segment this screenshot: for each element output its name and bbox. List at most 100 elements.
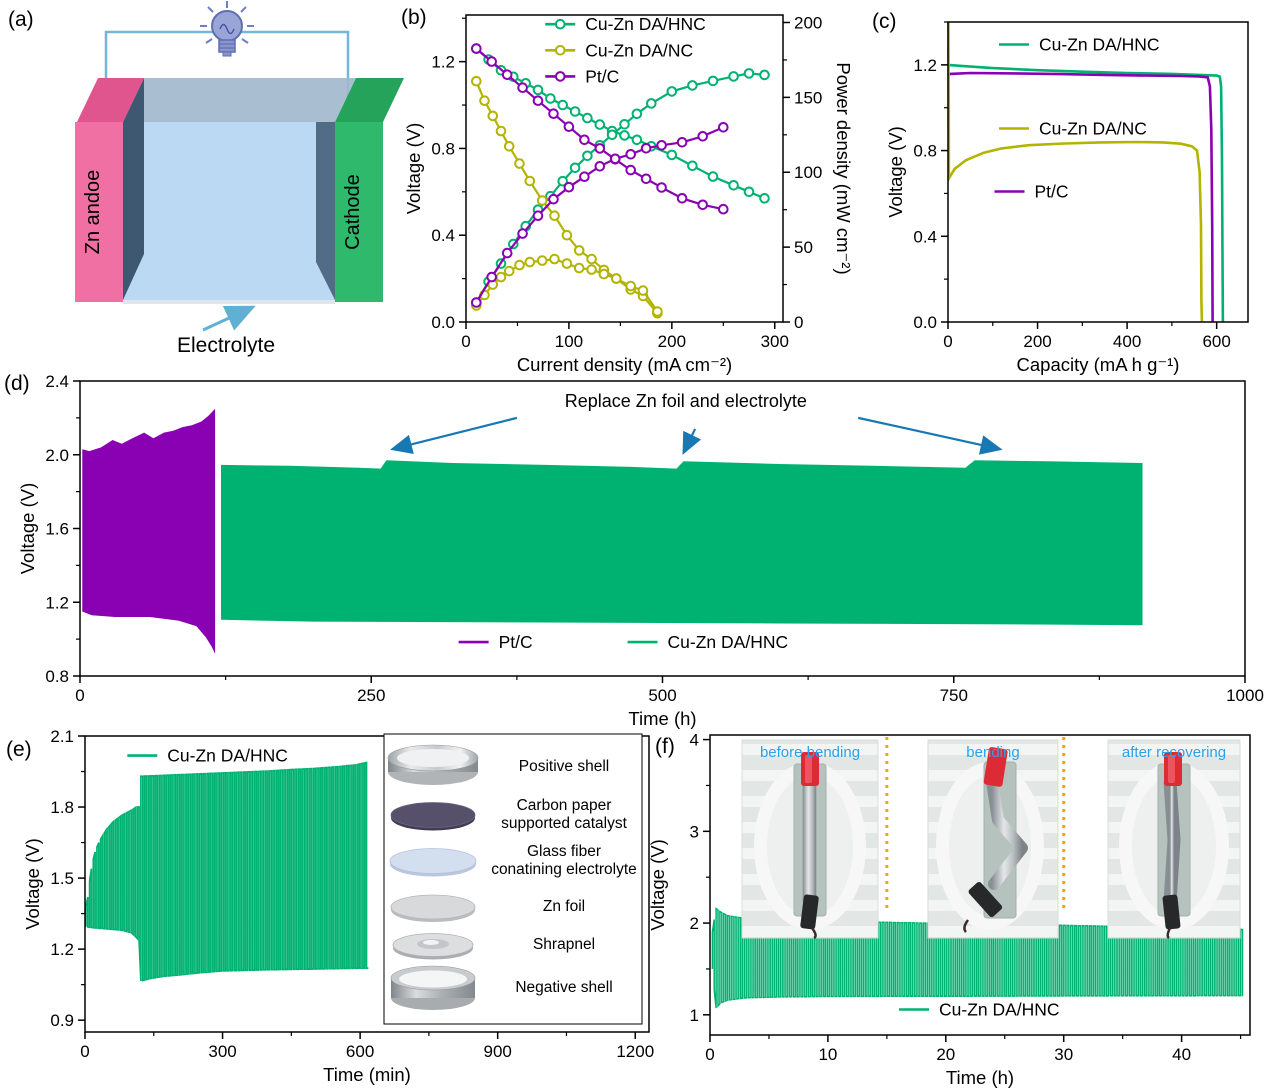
panel-f-label: (f): [655, 735, 675, 758]
series-pt-c: [947, 71, 1214, 323]
electrolyte-arrow: [202, 305, 256, 332]
zn-anode-plate: [75, 122, 123, 302]
svg-text:1.2: 1.2: [45, 593, 69, 612]
series-cu-zn-da-hnc: [947, 63, 1225, 323]
black-clip: [968, 881, 1003, 917]
legend-label: Cu-Zn DA/NC: [1039, 119, 1147, 139]
svg-text:500: 500: [648, 686, 676, 705]
svg-text:2.1: 2.1: [50, 727, 74, 746]
cathode-label: Cathode: [342, 174, 364, 250]
svg-text:400: 400: [1113, 332, 1141, 351]
svg-text:4: 4: [690, 731, 699, 750]
legend-label: Pt/C: [499, 632, 533, 652]
cathode-plate: [335, 122, 383, 302]
chart-b: 0 100 200 300 0.0 0.4 0.8 1.2 0 50 100 150 200 Curren…: [403, 13, 854, 375]
y2-axis-title: Power density (mW cm⁻²): [833, 62, 854, 274]
svg-text:0.0: 0.0: [431, 313, 455, 332]
glass-fiber-disc: [389, 848, 477, 877]
svg-text:1.5: 1.5: [50, 869, 74, 888]
y-axis-title: Voltage (V): [647, 839, 668, 931]
legend-label: Cu-Zn DA/HNC: [1039, 35, 1160, 55]
svg-text:3: 3: [690, 822, 699, 841]
svg-text:0.8: 0.8: [431, 139, 455, 158]
band-pt-c-cycling: [82, 408, 216, 654]
plot-frame: [465, 14, 784, 323]
svg-text:2: 2: [690, 914, 699, 933]
svg-text:0.4: 0.4: [913, 227, 937, 246]
svg-text:2.4: 2.4: [45, 372, 69, 391]
svg-text:0: 0: [461, 332, 470, 351]
svg-text:200: 200: [658, 332, 686, 351]
legend-label: Cu-Zn DA/HNC: [585, 14, 706, 34]
legend-label: Pt/C: [1035, 182, 1069, 202]
cathode-inner-side: [316, 122, 335, 300]
svg-text:100: 100: [555, 332, 583, 351]
series-pt-c-power: [475, 126, 724, 304]
svg-text:250: 250: [357, 686, 385, 705]
shrapnel-disc: [392, 933, 474, 960]
legend-label: Pt/C: [585, 66, 619, 86]
y-axis-title: Voltage (V): [17, 483, 38, 575]
carbon-paper-disc: [390, 802, 476, 831]
electrolyte-body: [123, 122, 335, 300]
svg-text:50: 50: [794, 238, 813, 257]
annotation-arrow: [390, 416, 518, 454]
svg-text:600: 600: [1202, 332, 1230, 351]
svg-text:1.2: 1.2: [431, 53, 455, 72]
coin-label-shrapnel: Shrapnel: [532, 936, 596, 953]
svg-text:750: 750: [940, 686, 968, 705]
svg-text:0: 0: [705, 1045, 714, 1064]
svg-text:2.0: 2.0: [45, 446, 69, 465]
x-axis-title: Time (h): [628, 708, 696, 729]
photo-label-after-recovering: after recovering: [1121, 744, 1227, 761]
coin-label-positive-shell: Positive shell: [518, 758, 610, 775]
svg-text:900: 900: [483, 1042, 511, 1061]
panel-e-label: (e): [6, 738, 32, 761]
svg-text:0: 0: [943, 332, 952, 351]
svg-text:1.6: 1.6: [45, 520, 69, 539]
x-axis-title: Time (min): [323, 1064, 411, 1085]
svg-text:150: 150: [794, 88, 822, 107]
coin-label-carbon-paper: Carbon paper supported catalyst: [501, 797, 627, 832]
svg-text:1000: 1000: [1226, 686, 1264, 705]
plot-frame: [709, 734, 1251, 1036]
svg-text:0: 0: [80, 1042, 89, 1061]
anode-label: Zn andoe: [82, 170, 104, 255]
coin-label-negative-shell: Negative shell: [515, 979, 613, 996]
x-axis-title: Current density (mA cm⁻²): [517, 354, 732, 375]
svg-text:200: 200: [794, 13, 822, 32]
legend-label: Cu-Zn DA/NC: [585, 40, 693, 60]
svg-text:10: 10: [818, 1045, 837, 1064]
band-cu-zn-da-hnc-cycling: [221, 460, 1143, 626]
zn-foil-disc: [390, 894, 476, 922]
series-pt-c-voltage: [475, 47, 724, 211]
y-axis-title: Voltage (V): [22, 838, 43, 930]
svg-text:600: 600: [346, 1042, 374, 1061]
electrolyte-label: Electrolyte: [177, 334, 275, 357]
light-bulb-icon: [200, 1, 254, 57]
coin-cell-schematic: [383, 733, 643, 1025]
svg-text:20: 20: [936, 1045, 955, 1064]
svg-text:200: 200: [1023, 332, 1051, 351]
chart-c: 0 200 400 600 0.0 0.4 0.8 1.2 Capacity (mA h g⁻¹…: [885, 21, 1249, 375]
svg-text:0.8: 0.8: [913, 142, 937, 161]
black-clip: [1162, 894, 1181, 930]
svg-text:0.0: 0.0: [913, 313, 937, 332]
svg-text:1200: 1200: [616, 1042, 654, 1061]
panel-a-label: (a): [8, 8, 34, 31]
panel-a-battery-schematic: Zn andoe Cathode Electrolyte: [75, 1, 404, 357]
anode-top-face: [77, 78, 144, 122]
panel-d-label: (d): [4, 372, 30, 395]
photo-label-bending: bending: [966, 744, 1020, 761]
panel-c-label: (c): [872, 10, 897, 33]
plot-frame: [947, 21, 1249, 323]
squarewave-trace: [85, 761, 369, 982]
photo-after-recovering: [1107, 739, 1241, 940]
chart-e: 0 300 600 900 1200 0.9 1.2 1.5 1.8 2.1 Time (min) V…: [22, 727, 654, 1085]
tank-bottom-edge: [123, 300, 335, 304]
x-axis-title: Capacity (mA h g⁻¹): [1017, 354, 1180, 375]
chart-d: 0 250 500 750 1000 0.8 1.2 1.6 2.0 2.4 Time (h) Vol…: [17, 372, 1264, 729]
positive-shell-disc: [387, 744, 479, 785]
